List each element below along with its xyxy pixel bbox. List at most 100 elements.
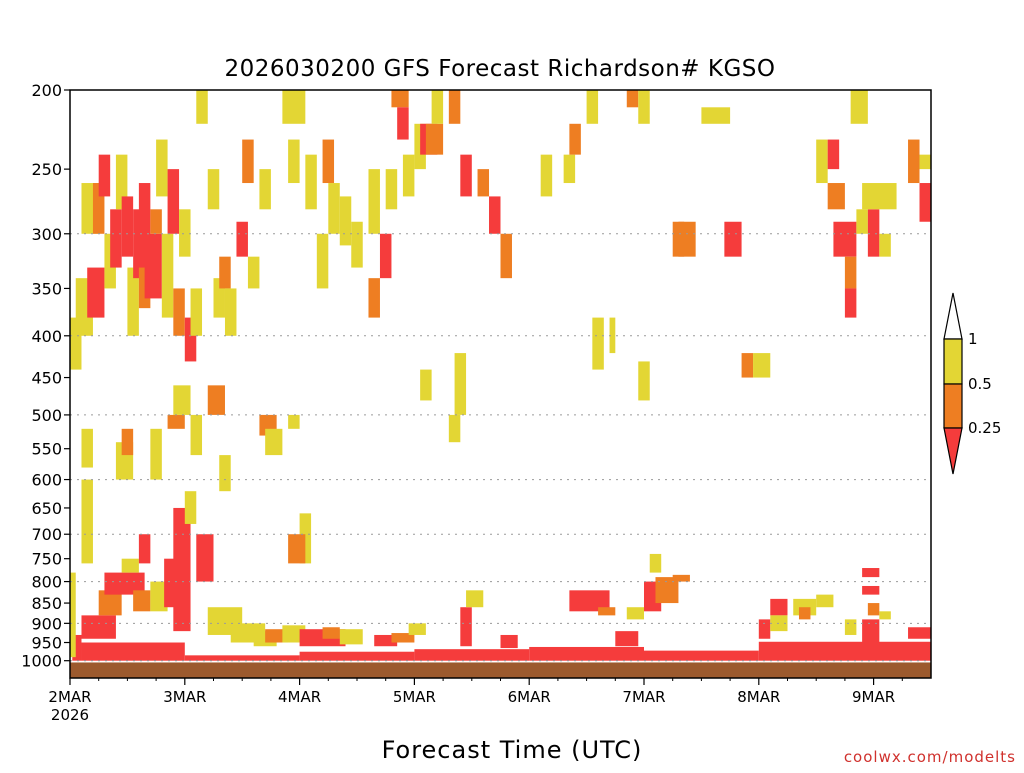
heatmap-cell bbox=[167, 169, 180, 234]
heatmap-cell bbox=[70, 572, 76, 658]
heatmap-cell bbox=[190, 414, 203, 456]
heatmap-cell bbox=[282, 90, 306, 124]
y-tick-label: 700 bbox=[31, 525, 62, 544]
heatmap-cell bbox=[397, 107, 409, 140]
x-tick-label: 2MAR bbox=[48, 688, 91, 706]
y-tick-label: 650 bbox=[31, 499, 62, 518]
heatmap-cell bbox=[368, 278, 380, 318]
x-tick-label: 4MAR bbox=[278, 688, 321, 706]
heatmap-cell bbox=[919, 154, 931, 170]
heatmap-cell bbox=[259, 169, 271, 210]
plot-frame bbox=[69, 89, 932, 679]
heatmap-cell bbox=[115, 154, 128, 210]
heatmap-cell bbox=[609, 317, 616, 354]
heatmap-cell bbox=[408, 623, 426, 635]
heatmap-cell bbox=[207, 169, 220, 210]
heatmap-cell bbox=[288, 139, 300, 184]
heatmap-cell bbox=[121, 558, 139, 573]
heatmap-cell bbox=[615, 631, 639, 647]
heatmap-cell bbox=[127, 267, 139, 336]
heatmap-cell bbox=[862, 619, 880, 643]
heatmap-cell bbox=[724, 221, 742, 257]
heatmap-cell bbox=[569, 590, 610, 612]
heatmap-cell bbox=[649, 553, 662, 573]
heatmap-cell bbox=[402, 154, 415, 197]
heatmap-cell bbox=[190, 288, 203, 336]
heatmap-cell bbox=[758, 619, 771, 639]
heatmap-cell bbox=[827, 139, 840, 170]
heatmap-cell bbox=[328, 183, 340, 234]
heatmap-cell bbox=[862, 568, 880, 578]
x-tick-sublabel: 2026 bbox=[51, 706, 89, 724]
y-axis: 200 250 300 350 400 450 500 550 600 650 700 750 800 8… bbox=[21, 81, 70, 671]
y-tick-label: 300 bbox=[31, 225, 62, 244]
heatmap-cell bbox=[339, 196, 352, 246]
heatmap-cell bbox=[138, 183, 151, 268]
heatmap-cell bbox=[758, 641, 931, 661]
colorbar-legend: 1 0.5 0.25 bbox=[943, 292, 1001, 475]
heatmap-cell bbox=[867, 603, 880, 616]
heatmap-cell bbox=[156, 139, 168, 197]
heatmap-cell bbox=[425, 123, 444, 155]
x-tick-label: 7MAR bbox=[622, 688, 665, 706]
x-tick-label: 6MAR bbox=[508, 688, 551, 706]
heatmap-cell bbox=[236, 221, 248, 257]
y-tick-label: 600 bbox=[31, 471, 62, 490]
credit-text: coolwx.com/modelts bbox=[844, 748, 1016, 766]
legend-bin-05-1 bbox=[943, 338, 963, 385]
heatmap-cell bbox=[173, 288, 185, 336]
x-tick-label: 8MAR bbox=[737, 688, 780, 706]
heatmap-cell bbox=[150, 209, 162, 234]
heatmap-cell bbox=[207, 385, 225, 415]
heatmap-cell bbox=[92, 183, 105, 234]
heatmap-cell bbox=[856, 209, 868, 234]
legend-bin-025-05 bbox=[943, 383, 963, 429]
heatmap-cell bbox=[242, 139, 254, 184]
heatmap-cell bbox=[173, 385, 191, 415]
heatmap-cell bbox=[850, 90, 868, 124]
heatmap-cell bbox=[322, 139, 335, 184]
heatmap-cell bbox=[500, 233, 512, 279]
heatmap-cell bbox=[816, 594, 834, 608]
heatmap-cell bbox=[265, 428, 283, 456]
y-tick-label: 800 bbox=[31, 573, 62, 592]
heatmap-cell bbox=[81, 615, 116, 639]
heatmap-cell bbox=[196, 534, 214, 582]
heatmap-cell bbox=[121, 428, 134, 456]
heatmap-cell bbox=[368, 169, 380, 234]
heatmap-cell bbox=[569, 123, 581, 155]
heatmap-cell bbox=[626, 607, 644, 620]
heatmap-cell bbox=[138, 534, 151, 564]
heatmap-cell bbox=[448, 414, 461, 443]
heatmap-cell bbox=[81, 479, 93, 564]
heatmap-cell bbox=[98, 590, 122, 616]
heatmap-cell bbox=[678, 221, 696, 257]
heatmap-cell bbox=[391, 633, 415, 643]
heatmap-cell bbox=[919, 183, 931, 222]
heatmap-cell bbox=[322, 627, 340, 639]
heatmap-cell bbox=[196, 90, 208, 124]
heatmap-cell bbox=[391, 90, 409, 108]
heatmap-cell bbox=[81, 642, 185, 661]
heatmap-cell bbox=[414, 649, 530, 661]
heatmap-cell bbox=[173, 507, 191, 632]
heatmap-cell bbox=[431, 90, 444, 124]
y-tick-label: 500 bbox=[31, 406, 62, 425]
legend-bin-above-1 bbox=[943, 292, 963, 340]
heatmap-cell bbox=[110, 209, 122, 268]
heatmap-cell bbox=[833, 221, 857, 257]
heatmap-cell bbox=[827, 183, 845, 210]
heatmap-cell bbox=[161, 233, 174, 318]
x-axis-label: Forecast Time (UTC) bbox=[382, 736, 643, 764]
y-tick-label: 550 bbox=[31, 440, 62, 459]
heatmap-cell bbox=[224, 288, 237, 336]
heatmap-cell bbox=[374, 634, 398, 647]
heatmap-cell bbox=[460, 607, 472, 647]
heatmap-cell bbox=[644, 650, 759, 661]
heatmap-cell bbox=[121, 196, 134, 257]
heatmap-cell bbox=[701, 107, 731, 124]
heatmap-cell bbox=[454, 353, 467, 415]
heatmap-cell bbox=[586, 90, 599, 124]
heatmap-cell bbox=[489, 196, 501, 234]
